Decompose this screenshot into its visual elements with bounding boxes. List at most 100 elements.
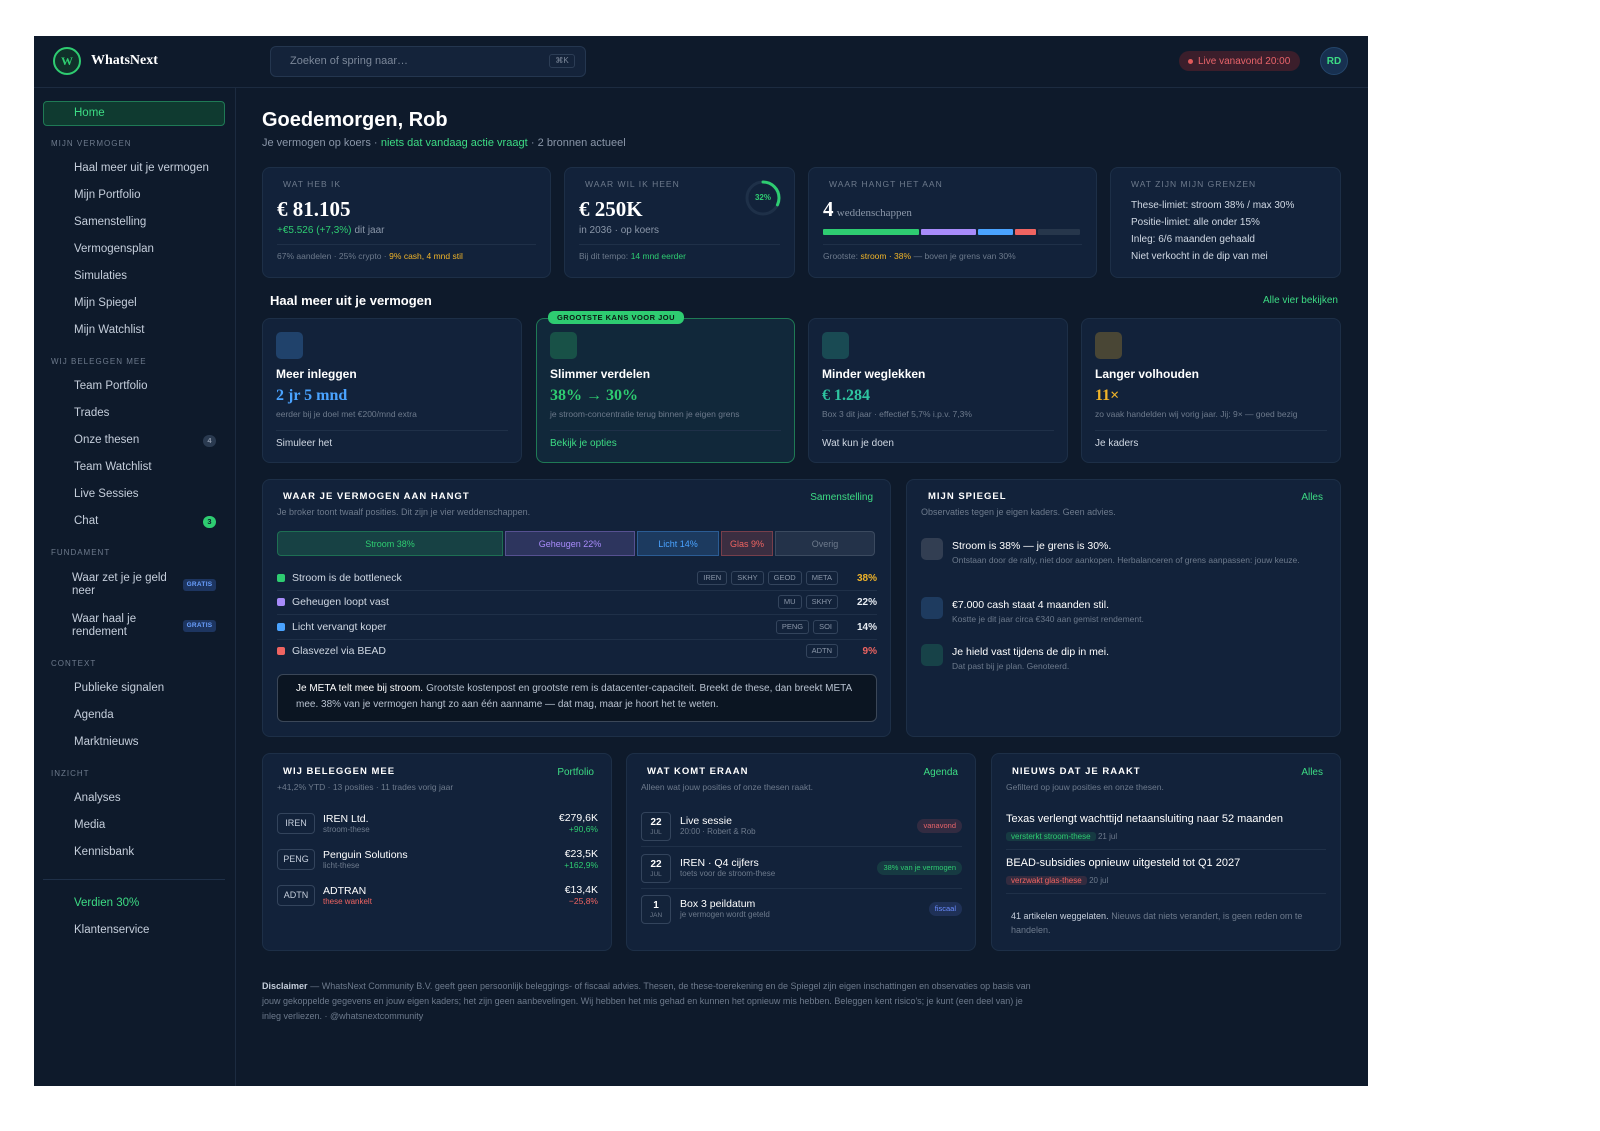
date-box [641,895,671,924]
panel-link[interactable]: Samenstelling [810,491,873,503]
bet-bar-segment [1014,229,1036,235]
card-action[interactable]: Simuleer het [276,437,333,449]
divider [276,430,508,431]
nav-item[interactable]: Analyses [74,792,121,804]
bet-bar-segment [823,229,920,235]
limit-line: Inleg: 6/6 maanden gehaald [1131,233,1255,245]
card-action[interactable]: Wat kun je doen [822,437,894,449]
allocation-segment [721,531,773,556]
divider [823,244,1082,245]
stat-value: € 250K [579,196,643,221]
nav-item[interactable]: Chat [74,515,99,527]
thesis-pct: 14% [856,621,877,633]
nav-footer-item[interactable]: Verdien 30% [74,896,140,909]
ticker-tag[interactable]: SKHY [731,571,764,585]
shortcut: ⌘K [555,56,569,65]
opportunity-card [1081,318,1341,463]
nav-item[interactable]: Trades [74,407,110,419]
divider [1006,849,1326,850]
text-part: 67% aandelen · 25% crypto · [277,251,387,261]
nav-item[interactable]: Waar haal je rendement [72,612,137,638]
divider [641,888,962,889]
thesis-dot [277,598,285,606]
news-title[interactable]: Texas verlengt wachttijd netaansluiting … [1006,813,1284,825]
nav-item[interactable]: Media [74,819,106,831]
live-label: Live vanavond 20:00 [1198,55,1291,67]
card-title: Meer inleggen [276,367,357,381]
search-box[interactable] [270,46,586,77]
panel-link[interactable]: Alles [1301,766,1323,778]
nav-item[interactable]: Simulaties [74,270,128,282]
position-value: €279,6K [558,812,598,824]
nav-badge-bg [203,515,216,528]
nav-item[interactable]: Team Portfolio [74,380,148,392]
stat-sub: in 2036 · op koers [579,224,660,236]
nav-group-title: INZICHT [51,769,90,778]
nav-item[interactable]: Team Watchlist [74,461,152,473]
allocation-segment [277,531,503,556]
panel-title: MIJN SPIEGEL [928,491,1007,502]
text-part: Disclaimer [262,981,308,991]
live-pill[interactable] [1179,51,1300,71]
card-action[interactable]: Bekijk je opties [550,437,617,449]
nav-group-title: FUNDAMENT [51,548,111,557]
nav-item[interactable]: Kennisbank [74,846,135,858]
ticker: IREN [285,818,307,828]
bet-bar-segment [1037,229,1080,235]
divider [277,590,877,591]
nav-item[interactable]: Mijn Spiegel [74,297,137,309]
ticker-tag[interactable]: SOI [813,620,838,634]
panel-title: WAT KOMT ERAAN [647,766,749,777]
nav-item[interactable]: Haal meer uit je vermogen [74,162,209,174]
ticker-tag[interactable]: ADTN [805,644,838,658]
nav-item[interactable]: Vermogensplan [74,243,154,255]
text-part: niets dat vandaag actie vraagt [380,137,528,149]
nav-item[interactable]: Mijn Portfolio [74,189,141,201]
allocation-label: Licht 14% [658,538,698,549]
nav-item[interactable]: Samenstelling [74,216,147,228]
card-value: 2 jr 5 mnd [276,386,348,404]
stat-change: +€5.526 (+7,3%) dit jaar [277,224,385,237]
thesis-dot [277,574,285,582]
logo-circle [53,47,81,75]
position-value: €13,4K [564,884,598,896]
allocation-segment [505,531,635,556]
ticker-tag[interactable]: IREN [697,571,728,585]
ticker-tag[interactable]: MU [777,595,802,609]
ticker-tag[interactable]: PENG [775,620,810,634]
event-sub: je vermogen wordt geteld [680,910,770,919]
home-button[interactable] [43,101,225,126]
nav-item[interactable]: Agenda [74,709,114,721]
ticker-tag[interactable]: GEOD [767,571,802,585]
stat-label: WAAR WIL IK HEEN [585,178,680,189]
nav-item[interactable]: Onze thesen [74,434,140,446]
text-part: 14 mnd eerder [630,251,686,261]
text-part: Je vermogen op koers · [262,137,378,149]
nav-item[interactable]: Waar zet je je geld neer [72,571,167,597]
nav-home[interactable]: Home [74,107,105,119]
section-link[interactable]: Alle vier bekijken [1262,294,1338,306]
nav-item[interactable]: Marktnieuws [74,736,139,748]
news-footer: 41 artikelen weggelaten. Nieuws dat niets… [1011,909,1321,937]
divider [641,846,962,847]
nav-item[interactable]: Mijn Watchlist [74,324,145,336]
nav-item[interactable]: Publieke signalen [74,682,165,694]
nav-footer-item[interactable]: Klantenservice [74,923,150,936]
nav-item[interactable]: Live Sessies [74,488,139,500]
date-day: 22 [650,858,662,870]
avatar[interactable] [1320,47,1348,75]
thesis-pct: 38% [856,572,877,584]
panel-title: WAAR JE VERMOGEN AAN HANGT [283,491,470,502]
panel-title: NIEUWS DAT JE RAAKT [1012,766,1141,777]
ticker-tag[interactable]: META [805,571,838,585]
stat-foot: 67% aandelen · 25% crypto · 9% cash, 4 mn… [277,250,463,262]
panel-link[interactable]: Portfolio [557,766,594,778]
card-desc: je stroom-concentratie terug binnen je e… [550,408,740,419]
ticker-box [277,849,315,870]
panel-link[interactable]: Alles [1301,491,1323,503]
card-desc: Box 3 dit jaar · effectief 5,7% i.p.v. 7… [822,408,972,419]
card-action[interactable]: Je kaders [1095,437,1139,449]
news-title[interactable]: BEAD-subsidies opnieuw uitgesteld tot Q1… [1006,857,1241,869]
ticker-tag[interactable]: SKHY [805,595,838,609]
panel-link[interactable]: Agenda [923,766,958,778]
